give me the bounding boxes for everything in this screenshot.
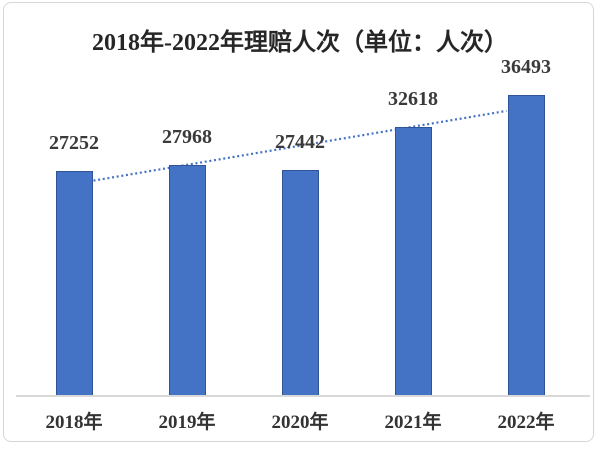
x-label-2020年: 2020年 <box>271 412 329 433</box>
value-label-2019年: 27968 <box>162 126 212 149</box>
bar-2022年 <box>507 95 545 396</box>
bar-2018年 <box>55 171 93 396</box>
value-label-2020年: 27442 <box>275 130 325 153</box>
bar-2019年 <box>168 165 206 396</box>
x-label-2019年: 2019年 <box>158 412 216 433</box>
x-axis-line <box>16 395 590 397</box>
value-label-2022年: 36493 <box>501 56 551 79</box>
bar-2020年 <box>281 169 319 396</box>
x-label-2021年: 2021年 <box>384 412 442 433</box>
bar-2021年 <box>394 127 432 396</box>
x-label-2018年: 2018年 <box>45 412 103 433</box>
value-label-2021年: 32618 <box>388 88 438 111</box>
chart-title: 2018年-2022年理赔人次（单位：人次） <box>92 30 508 56</box>
x-label-2022年: 2022年 <box>497 412 555 433</box>
value-label-2018年: 27252 <box>49 132 99 155</box>
